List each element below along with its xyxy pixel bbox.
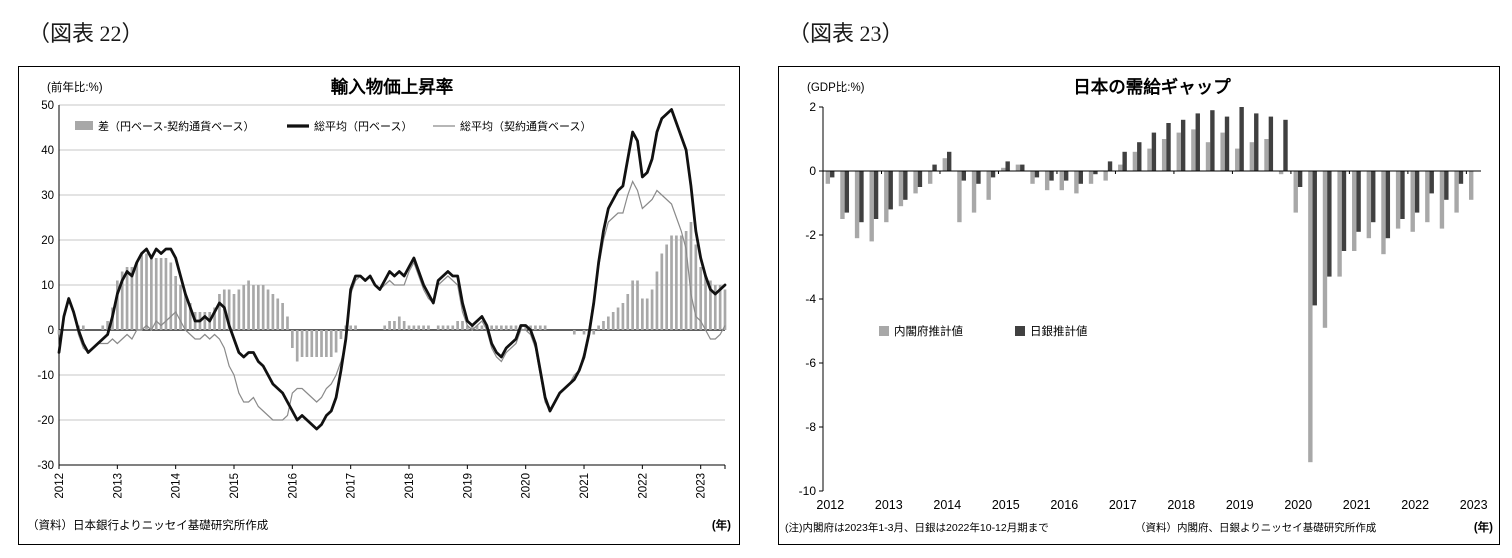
figure-22-label: （図表 22）	[28, 21, 144, 46]
svg-text:0: 0	[809, 164, 816, 178]
svg-text:2022: 2022	[637, 473, 649, 499]
svg-text:2015: 2015	[992, 498, 1020, 512]
svg-text:2019: 2019	[1226, 498, 1254, 512]
chart2-title: 日本の需給ギャップ	[1073, 77, 1231, 97]
svg-text:2012: 2012	[54, 473, 66, 499]
svg-text:30: 30	[41, 190, 54, 202]
chart2-source: （資料）内閣府、日銀よりニッセイ基礎研究所作成	[1135, 521, 1377, 534]
svg-text:-30: -30	[37, 460, 54, 472]
svg-text:2015: 2015	[229, 473, 241, 499]
svg-text:-20: -20	[37, 415, 54, 427]
svg-text:2013: 2013	[875, 498, 903, 512]
svg-text:-10: -10	[37, 370, 54, 382]
svg-text:2020: 2020	[521, 473, 533, 499]
svg-text:2023: 2023	[1460, 498, 1488, 512]
svg-text:2020: 2020	[1284, 498, 1312, 512]
svg-text:内閣府推計値: 内閣府推計値	[894, 324, 963, 338]
chart1-y-unit: (前年比:%)	[47, 80, 103, 94]
svg-text:50: 50	[41, 100, 54, 112]
chart2-note: (注)内閣府は2023年1-3月、日銀は2022年10-12月期まで	[785, 521, 1049, 534]
svg-text:10: 10	[41, 280, 54, 292]
svg-text:20: 20	[41, 235, 54, 247]
chart1-title: 輸入物価上昇率	[331, 77, 454, 97]
svg-text:総平均（契約通貨ベース）: 総平均（契約通貨ベース）	[460, 119, 591, 133]
svg-text:総平均（円ベース）: 総平均（円ベース）	[314, 119, 412, 133]
svg-text:40: 40	[41, 145, 54, 157]
svg-text:-2: -2	[805, 228, 816, 242]
svg-text:2012: 2012	[816, 498, 844, 512]
chart2-y-unit: (GDP比:%)	[807, 81, 865, 94]
import-price-chart: 輸入物価上昇率 (前年比:%) -30 -20 -10 0 10 20 30 40 50 2012 20…	[27, 77, 731, 532]
svg-text:-10: -10	[799, 484, 817, 498]
svg-text:2014: 2014	[933, 498, 961, 512]
svg-text:2018: 2018	[404, 473, 416, 499]
svg-text:2021: 2021	[579, 473, 591, 499]
svg-text:2017: 2017	[1109, 498, 1137, 512]
svg-text:2: 2	[809, 100, 816, 114]
svg-text:2023: 2023	[696, 473, 708, 499]
svg-text:2013: 2013	[112, 473, 124, 499]
svg-text:2017: 2017	[346, 473, 358, 499]
svg-text:2019: 2019	[462, 473, 474, 499]
chart2-x-unit: (年)	[1474, 520, 1493, 534]
svg-text:日銀推計値: 日銀推計値	[1030, 324, 1088, 338]
chart1-x-unit: (年)	[712, 518, 731, 532]
figure-23-label: （図表 23）	[788, 21, 904, 46]
import-price-chart-panel: 輸入物価上昇率 (前年比:%) -30 -20 -10 0 10 20 30 40 50 2012 20…	[18, 66, 740, 545]
svg-text:2016: 2016	[287, 473, 299, 499]
svg-text:2016: 2016	[1050, 498, 1078, 512]
svg-text:-6: -6	[805, 356, 816, 370]
chart1-source: （資料）日本銀行よりニッセイ基礎研究所作成	[27, 518, 269, 532]
svg-text:-4: -4	[805, 292, 816, 306]
svg-text:-8: -8	[805, 420, 816, 434]
svg-text:2021: 2021	[1343, 498, 1371, 512]
svg-text:0: 0	[48, 325, 54, 337]
svg-text:2022: 2022	[1401, 498, 1429, 512]
svg-text:2014: 2014	[171, 472, 183, 498]
output-gap-chart: 日本の需給ギャップ (GDP比:%) 2 0 -2 -4 -6 -8 -10 内閣府推計値 日銀推計…	[785, 77, 1493, 534]
svg-text:差（円ベース-契約通貨ベース）: 差（円ベース-契約通貨ベース）	[98, 119, 255, 133]
svg-text:2018: 2018	[1167, 498, 1195, 512]
output-gap-chart-panel: 日本の需給ギャップ (GDP比:%) 2 0 -2 -4 -6 -8 -10 内閣府推計値 日銀推計…	[778, 66, 1500, 545]
